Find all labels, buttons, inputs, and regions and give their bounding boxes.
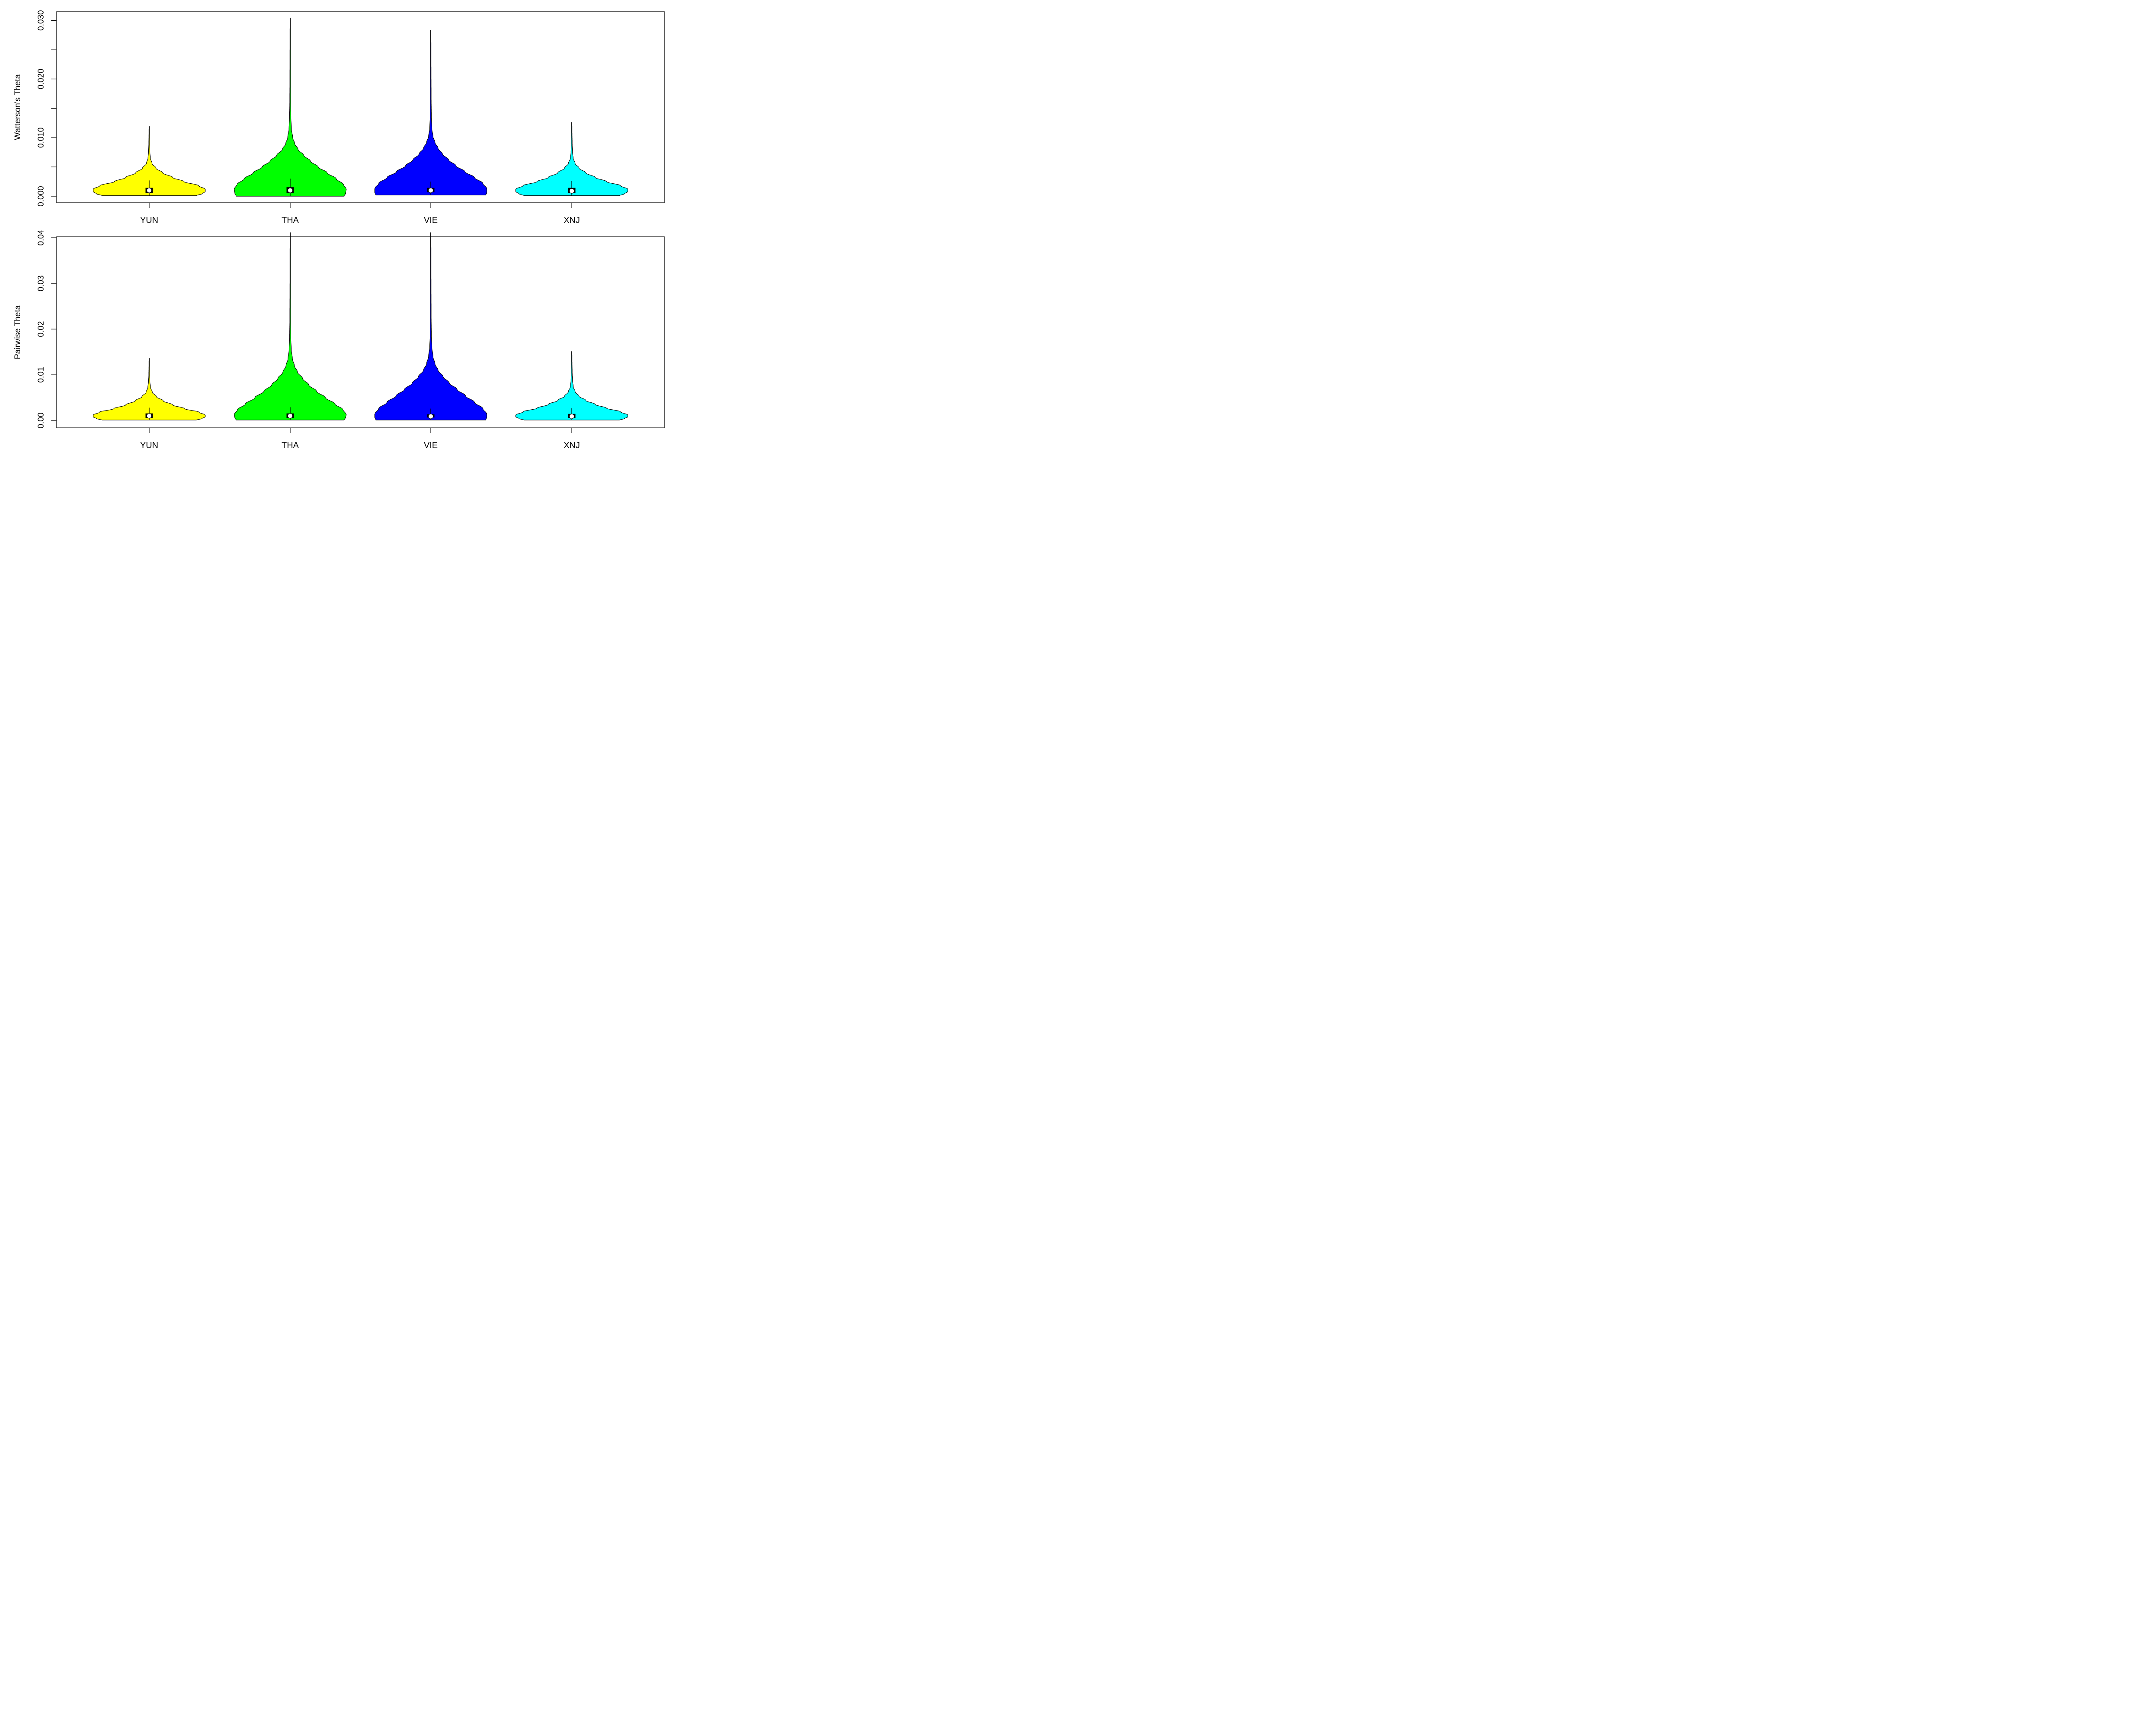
y-tick-label: 0.00 [37, 413, 46, 429]
violin-xnj [515, 351, 628, 420]
x-tick-label: THA [282, 441, 299, 450]
violin-median-point [288, 413, 293, 419]
plot-frame [56, 11, 665, 203]
y-tick-label: 0.01 [37, 367, 46, 383]
violin-median-point [428, 188, 433, 193]
x-tick-label: YUN [140, 441, 158, 450]
violin-median-point [428, 414, 433, 419]
plot-frame [56, 236, 665, 428]
y-tick-label: 0.010 [37, 127, 46, 148]
violin-vie [374, 30, 487, 195]
violin-median-point [569, 188, 574, 194]
y-tick-label: 0.04 [37, 229, 46, 245]
x-tick-label: THA [282, 216, 299, 225]
y-tick-label: 0.030 [37, 10, 46, 31]
violin-body [234, 232, 347, 420]
violin-body [374, 232, 487, 420]
violin-yun [93, 358, 206, 420]
violin-median-point [147, 413, 152, 419]
violin-chart-figure: 0.000 0.010 0.020 0.030 Watterson's Theta YUN… [13, 10, 665, 450]
violin-tha [234, 18, 347, 197]
x-tick-label: XNJ [564, 441, 580, 450]
watterson-theta-panel: 0.000 0.010 0.020 0.030 Watterson's Theta YUN… [13, 10, 665, 225]
violin-body [515, 122, 628, 196]
violin-median-point [288, 188, 293, 193]
y-tick-label: 0.000 [37, 186, 46, 207]
y-tick-label: 0.02 [37, 321, 46, 337]
violin-median-point [147, 188, 152, 193]
violin-xnj [515, 122, 628, 196]
x-tick-label: VIE [424, 441, 438, 450]
violin-yun [93, 126, 206, 196]
y-tick-label: 0.020 [37, 69, 46, 89]
x-tick-label: VIE [424, 216, 438, 225]
violin-body [93, 358, 206, 420]
y-axis-label: Pairwise Theta [13, 305, 22, 359]
violin-body [374, 30, 487, 195]
x-tick-label: YUN [140, 216, 158, 225]
violin-body [93, 126, 206, 196]
violin-vie [374, 232, 487, 420]
y-axis-label: Watterson's Theta [13, 74, 22, 140]
y-tick-label: 0.03 [37, 276, 46, 292]
violin-body [234, 18, 347, 197]
violin-body [515, 351, 628, 420]
violin-tha [234, 232, 347, 420]
violin-median-point [569, 414, 574, 419]
x-tick-label: XNJ [564, 216, 580, 225]
pairwise-theta-panel: 0.00 0.01 0.02 0.03 0.04 Pairwise Theta YUN THA… [13, 229, 665, 450]
